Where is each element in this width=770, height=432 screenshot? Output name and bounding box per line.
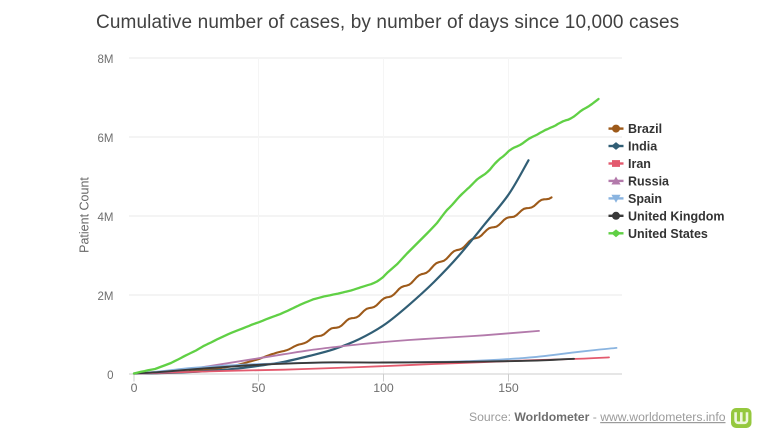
svg-text:Patient Count: Patient Count — [78, 177, 92, 253]
svg-text:United States: United States — [628, 227, 708, 241]
svg-text:India: India — [628, 140, 658, 154]
svg-text:Spain: Spain — [628, 192, 662, 206]
svg-text:Brazil: Brazil — [628, 122, 662, 136]
svg-text:100: 100 — [373, 381, 394, 395]
svg-text:50: 50 — [252, 381, 266, 395]
svg-text:Iran: Iran — [628, 157, 651, 171]
svg-text:8M: 8M — [98, 54, 114, 66]
svg-text:150: 150 — [498, 381, 519, 395]
svg-text:6M: 6M — [98, 133, 114, 145]
svg-text:0: 0 — [131, 381, 138, 395]
svg-text:United Kingdom: United Kingdom — [628, 209, 725, 223]
svg-text:2M: 2M — [98, 291, 114, 303]
svg-text:4M: 4M — [98, 212, 114, 224]
svg-text:Source: Worldometer - www.worl: Source: Worldometer - www.worldometers.i… — [469, 410, 726, 424]
svg-text:Russia: Russia — [628, 174, 670, 188]
svg-text:0: 0 — [107, 370, 113, 382]
